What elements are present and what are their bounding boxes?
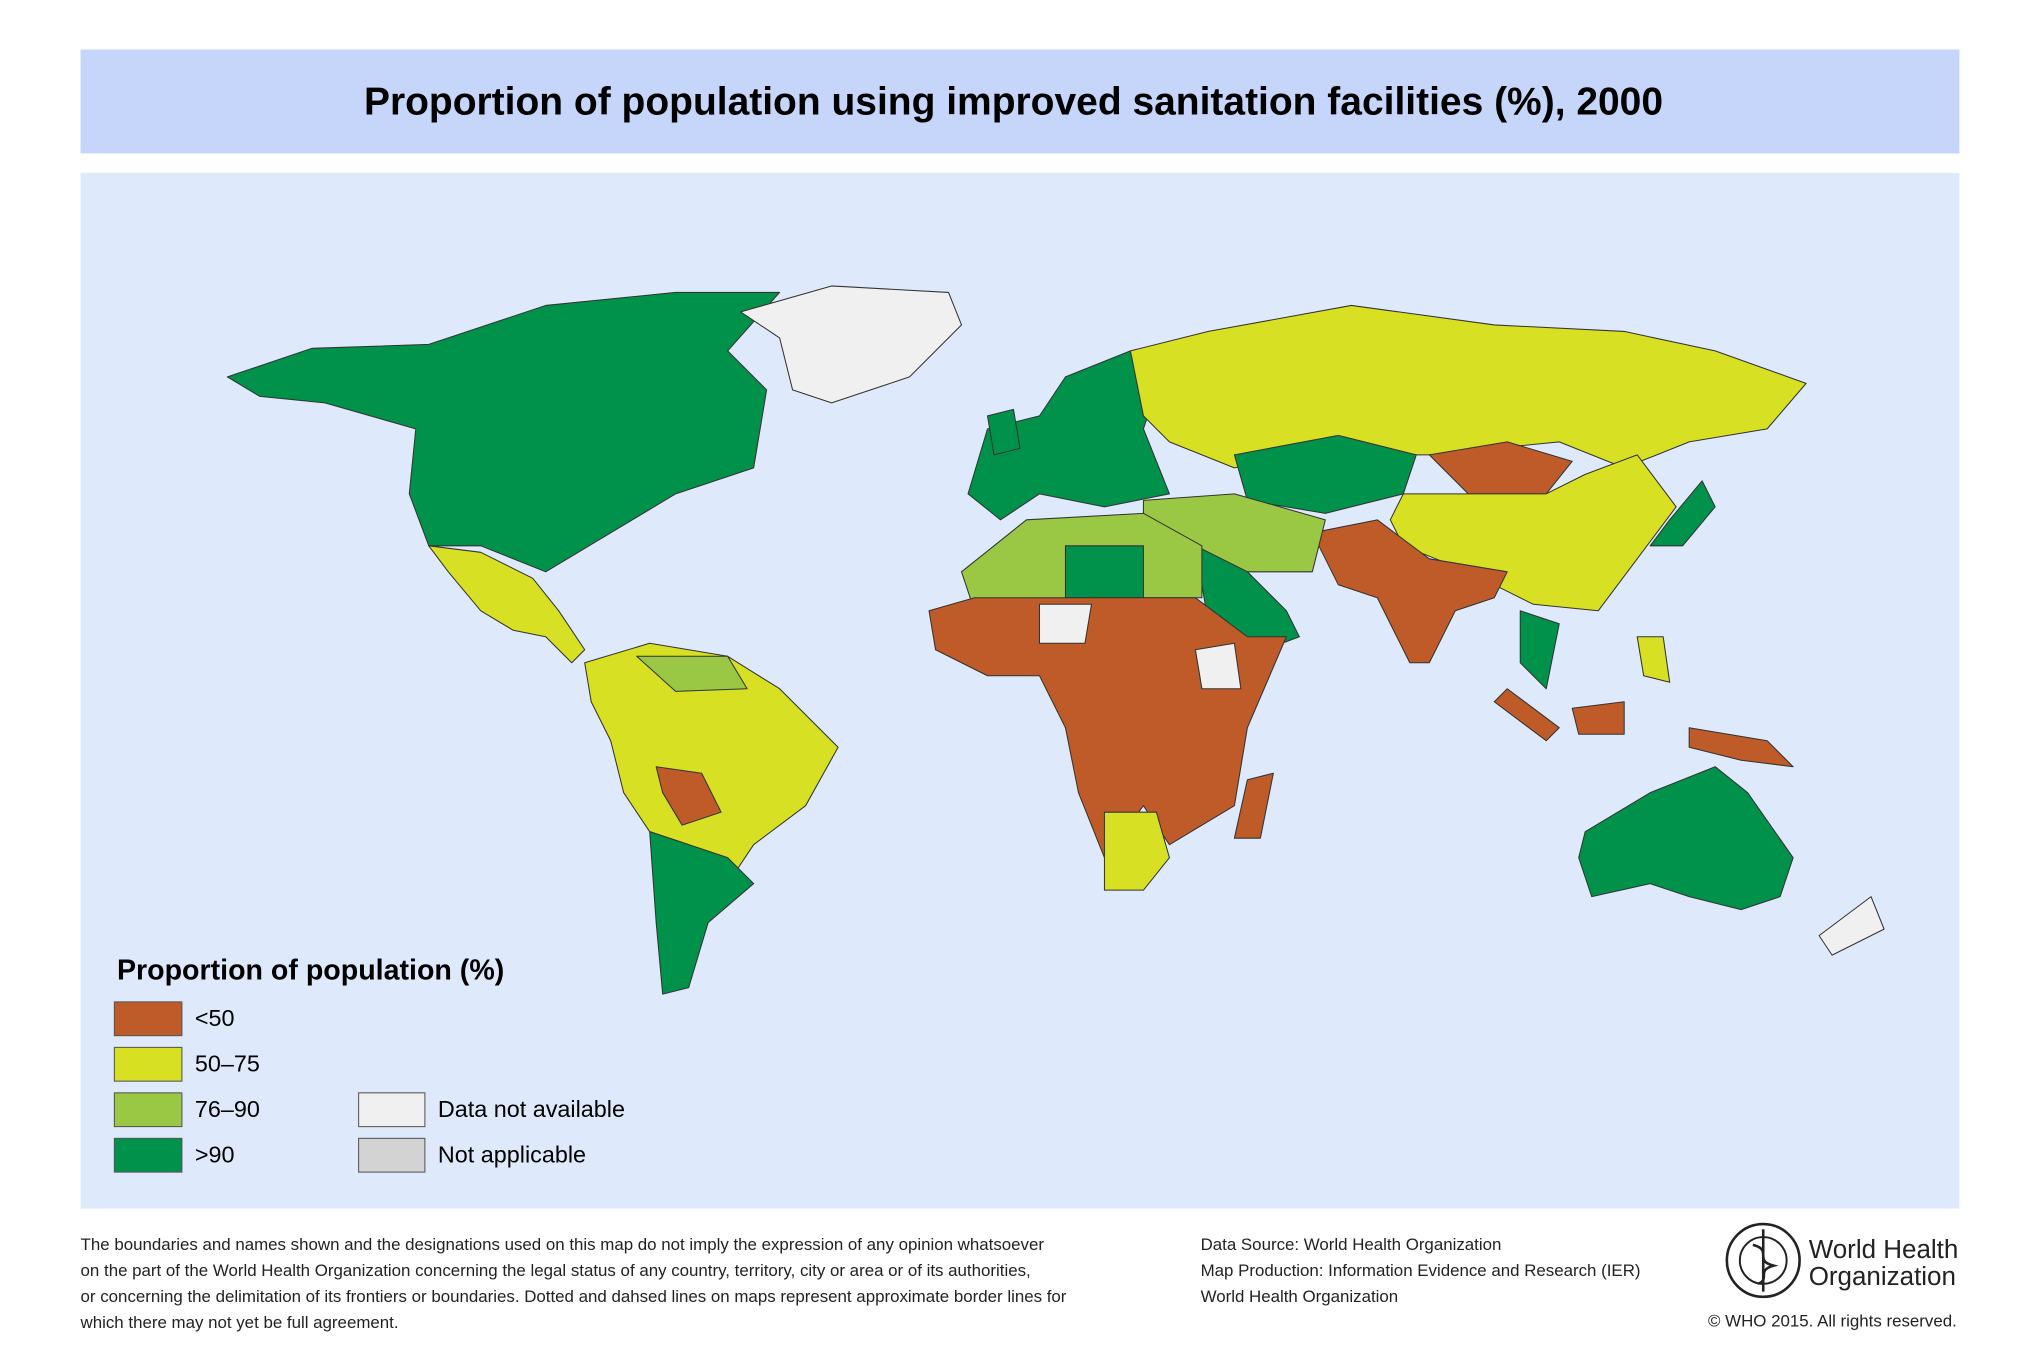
legend-label: Not applicable (438, 1142, 586, 1168)
legend-swatch (358, 1137, 426, 1173)
source-line: Map Production: Information Evidence and… (1201, 1261, 1641, 1280)
philippines (1636, 636, 1671, 683)
title-band (80, 49, 1960, 154)
north-america (226, 291, 781, 573)
source-line: World Health Organization (1201, 1287, 1399, 1306)
legend-swatch (113, 1092, 183, 1128)
new-guinea (1688, 727, 1794, 768)
organization-name: Organization (1809, 1261, 1956, 1291)
legend-swatch (358, 1092, 426, 1128)
map-area (80, 172, 1960, 1209)
sumatra (1493, 688, 1560, 742)
footer: The boundaries and names shown and the d… (80, 1222, 1959, 1332)
venezuela-guianas (636, 655, 748, 692)
greenland (740, 285, 963, 404)
britain (986, 408, 1021, 456)
japan (1649, 480, 1716, 547)
south-asia (1311, 519, 1508, 664)
disclaimer-line: which there may not yet be full agreemen… (80, 1313, 399, 1332)
southern-africa (1103, 811, 1170, 891)
mongolia (1428, 441, 1573, 495)
copyright: © WHO 2015. All rights reserved. (1708, 1312, 1957, 1331)
organization-name: World Health (1809, 1234, 1959, 1264)
countries (226, 285, 1885, 995)
disclaimer-line: The boundaries and names shown and the d… (81, 1235, 1045, 1254)
legend: <50 50–75 76–90 >90 Data not available Not ap… (113, 1001, 625, 1173)
thailand (1519, 610, 1560, 690)
sahel-gap (1038, 603, 1092, 644)
legend-label: >90 (195, 1142, 235, 1168)
bolivia (655, 766, 722, 826)
who-emblem (1725, 1222, 1801, 1299)
australia (1578, 766, 1794, 911)
ethiopia (1194, 642, 1242, 690)
legend-title: Proportion of population (%) (117, 955, 504, 987)
central-america (428, 545, 586, 664)
legend-label: <50 (195, 1005, 235, 1031)
legend-swatch (113, 1137, 183, 1173)
libya (1064, 545, 1144, 599)
madagascar (1233, 772, 1274, 839)
disclaimer-line: or concerning the delimitation of its fr… (81, 1287, 1067, 1306)
legend-label: 76–90 (195, 1096, 260, 1122)
disclaimer-line: on the part of the World Health Organiza… (81, 1261, 1031, 1280)
source-line: Data Source: World Health Organization (1201, 1235, 1502, 1254)
south-america-north (584, 642, 839, 885)
new-zealand (1818, 896, 1885, 956)
borneo (1571, 701, 1625, 735)
russia (1129, 304, 1807, 469)
map-title: Proportion of population using improved … (364, 80, 1663, 123)
southern-cone (649, 831, 755, 995)
legend-label: Data not available (438, 1096, 625, 1122)
legend-swatch (113, 1001, 183, 1037)
legend-label: 50–75 (195, 1051, 260, 1077)
legend-swatch (113, 1046, 183, 1082)
